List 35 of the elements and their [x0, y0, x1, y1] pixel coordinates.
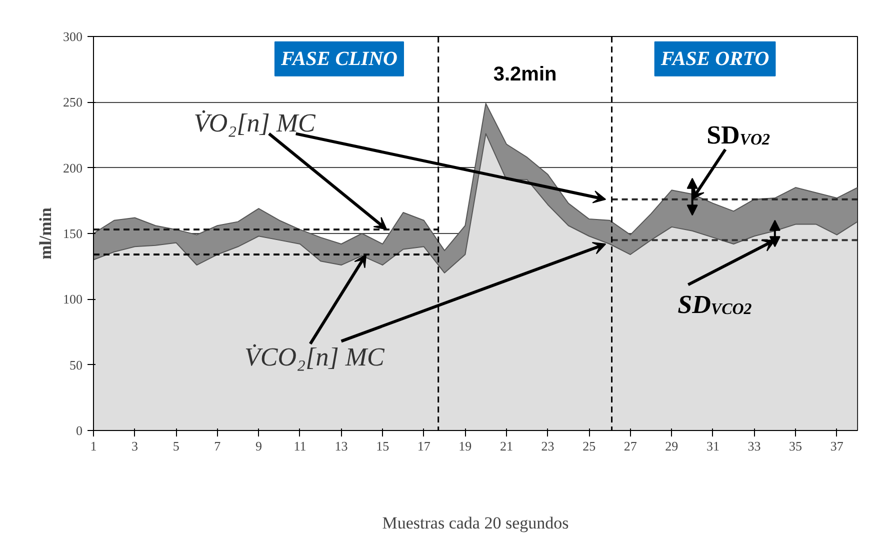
x-tick-label: 15 [376, 438, 390, 454]
annotation: V̇CO₂[n] MC [244, 342, 385, 372]
y-tick-label: 250 [63, 94, 82, 110]
x-tick-label: 31 [706, 438, 720, 454]
x-tick-label: 13 [334, 438, 348, 454]
x-tick-label: 27 [624, 438, 638, 454]
y-tick-label: 100 [63, 292, 82, 307]
annotation: FASE CLINO [280, 48, 398, 70]
annotation: SDVO2 [706, 120, 770, 150]
x-tick-label: 5 [172, 438, 180, 454]
annotation: V̇O₂[n] MC [194, 108, 316, 138]
x-tick-label: 19 [458, 438, 472, 454]
x-tick-label: 9 [255, 438, 262, 454]
x-tick-label: 37 [830, 438, 844, 454]
y-axis-title: ml/min [36, 206, 55, 260]
y-tick-label: 200 [63, 160, 82, 176]
x-tick-label: 29 [665, 438, 678, 454]
x-tick-label: 23 [541, 438, 554, 454]
x-axis-title: Muestras cada 20 segundos [382, 514, 569, 532]
y-tick-label: 300 [63, 29, 82, 44]
x-tick-label: 17 [417, 438, 431, 454]
annotation: FASE ORTO [660, 48, 770, 70]
y-tick-label: 0 [76, 423, 82, 438]
x-tick-label: 25 [582, 438, 596, 454]
x-tick-label: 33 [748, 438, 761, 454]
x-tick-label: 35 [789, 438, 802, 454]
x-tick-label: 3 [132, 438, 138, 454]
annotation: 3.2min [493, 64, 557, 86]
y-tick-label: 50 [70, 357, 82, 372]
y-tick-label: 150 [63, 226, 82, 241]
annotation: SDVCO2 [678, 290, 752, 319]
x-tick-label: 7 [214, 438, 222, 454]
x-tick-label: 1 [90, 438, 97, 454]
x-tick-label: 11 [294, 438, 306, 454]
x-tick-label: 21 [500, 438, 513, 454]
